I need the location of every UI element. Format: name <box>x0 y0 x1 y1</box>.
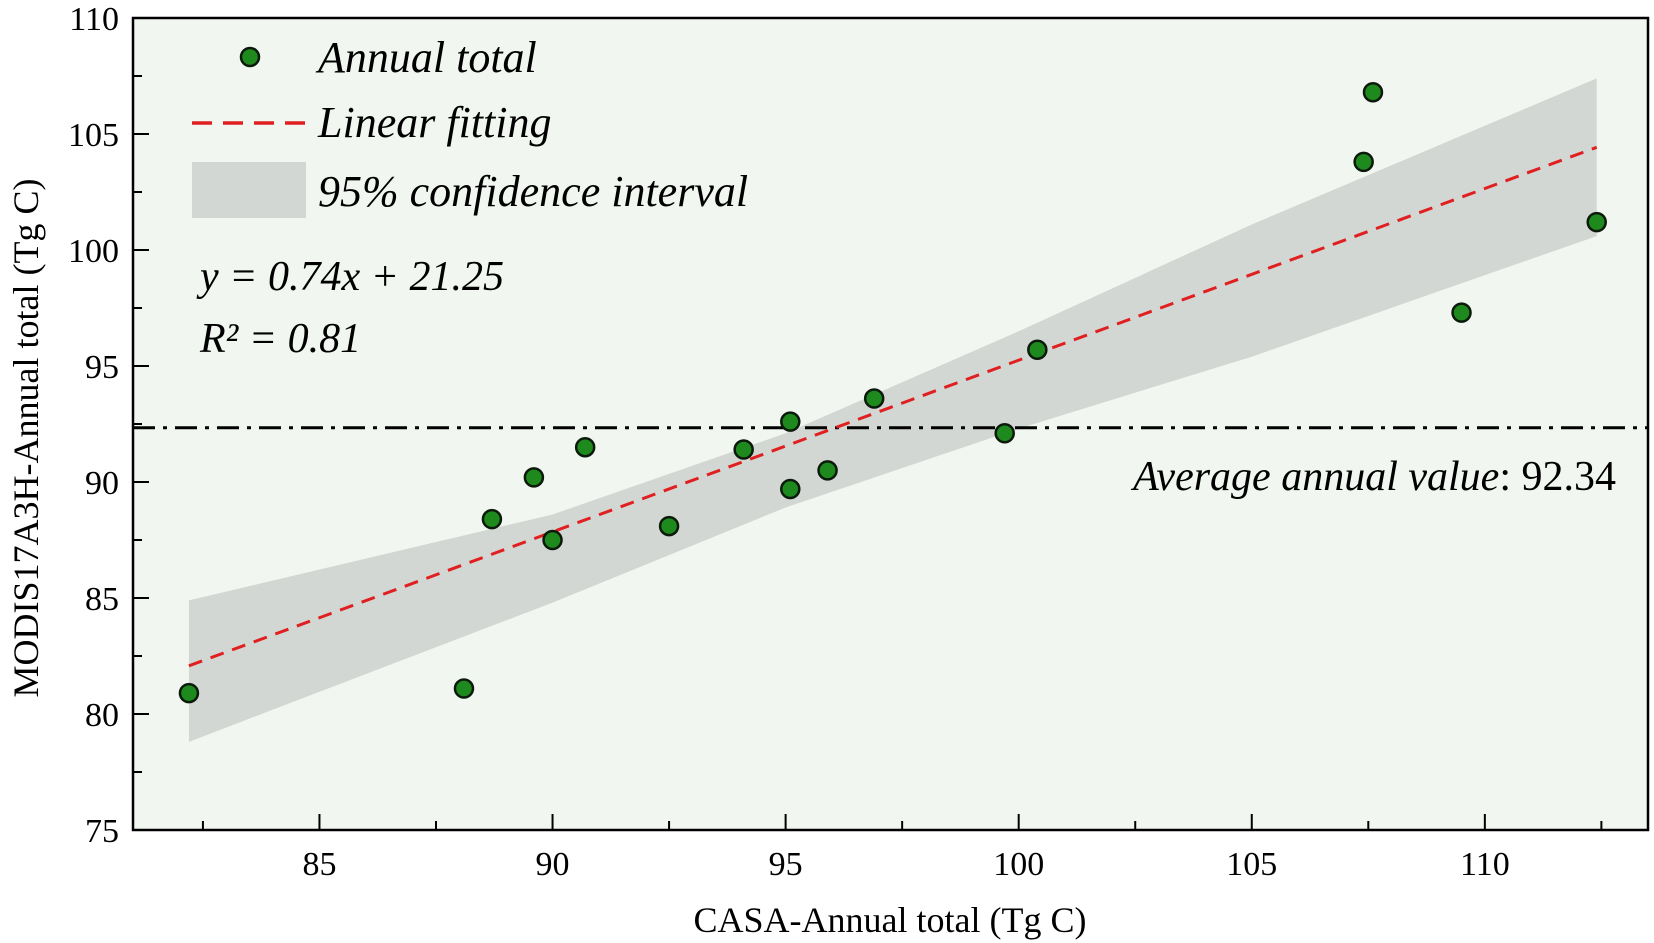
y-tick-label: 110 <box>69 1 119 38</box>
y-tick-label: 95 <box>85 349 119 386</box>
x-tick-label: 110 <box>1460 846 1510 883</box>
y-tick-label: 105 <box>68 117 119 154</box>
r-squared: R² = 0.81 <box>199 316 361 362</box>
data-point <box>863 388 885 409</box>
y-tick-label: 80 <box>85 697 119 734</box>
y-tick-label: 85 <box>85 581 119 618</box>
regression-equation: y = 0.74x + 21.25 <box>196 254 504 300</box>
confidence-band-layer <box>188 78 1597 742</box>
x-tick-label: 90 <box>536 846 570 883</box>
data-point <box>542 529 563 551</box>
data-point <box>1353 151 1374 173</box>
average-label: Average annual value <box>1130 454 1499 500</box>
y-tick-label: 75 <box>85 813 119 850</box>
legend-band-swatch <box>192 162 306 218</box>
data-point <box>658 515 680 537</box>
axes: 85 90 95 100 105 110 75 80 85 90 95 100 105 110 <box>68 1 1650 883</box>
data-point <box>481 508 503 530</box>
data-point <box>453 678 475 699</box>
data-point <box>733 439 754 460</box>
data-point <box>574 436 596 458</box>
y-tick-label: 100 <box>68 233 119 270</box>
x-tick-label: 85 <box>302 846 336 883</box>
data-point <box>817 460 838 481</box>
legend-label-annual-total: Annual total <box>315 33 537 82</box>
confidence-band <box>188 78 1597 742</box>
y-tick-label: 90 <box>85 465 119 502</box>
average-annotation: Average annual value: 92.34 <box>1130 454 1616 500</box>
x-tick-label: 100 <box>993 846 1044 883</box>
x-axis-title: CASA-Annual total (Tg C) <box>694 900 1087 940</box>
x-tick-label: 105 <box>1226 846 1277 883</box>
fit-line <box>188 145 1598 668</box>
data-point <box>523 467 545 488</box>
average-value: : 92.34 <box>1499 454 1616 500</box>
legend-point-swatch <box>239 46 261 68</box>
data-point <box>780 478 801 500</box>
data-point <box>1586 211 1607 233</box>
legend-label-linear-fitting: Linear fitting <box>317 98 551 147</box>
data-point <box>178 682 200 704</box>
data-point <box>1027 339 1048 361</box>
fit-line-layer <box>188 145 1598 668</box>
data-point <box>780 411 801 432</box>
legend-label-confidence-interval: 95% confidence interval <box>318 167 748 216</box>
y-axis-title: MODIS17A3H-Annual total (Tg C) <box>6 179 46 698</box>
data-point <box>1362 81 1384 103</box>
data-point <box>1451 302 1472 323</box>
legend: Annual total Linear fitting 95% confiden… <box>192 33 748 218</box>
scatter-points <box>178 81 1607 704</box>
x-tick-label: 95 <box>769 846 803 883</box>
data-point <box>994 423 1015 444</box>
